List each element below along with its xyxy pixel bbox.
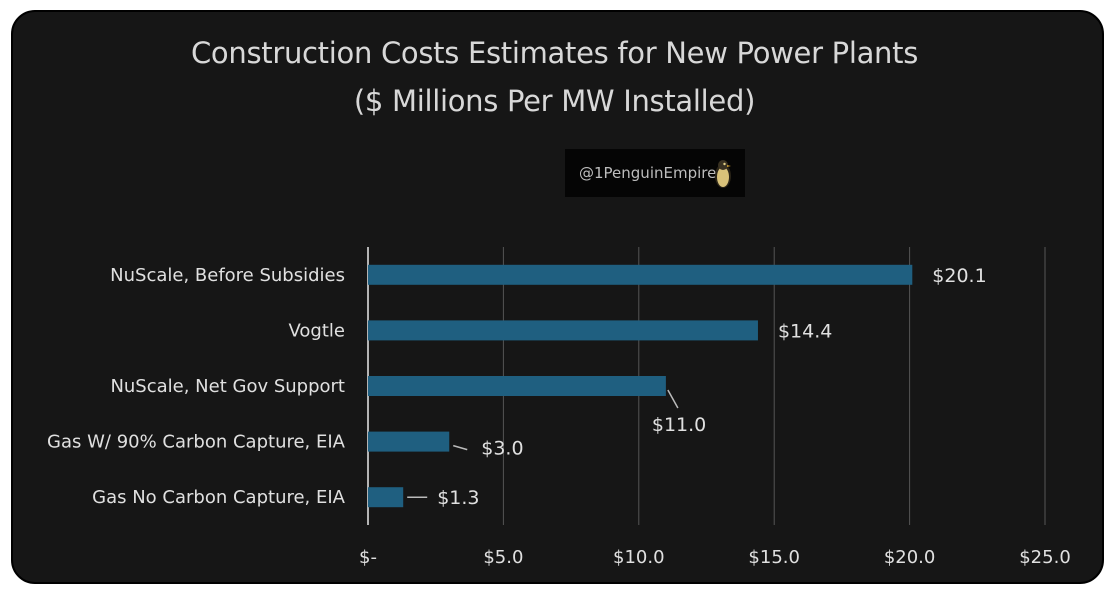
bar <box>368 264 913 285</box>
x-tick-label: $15.0 <box>748 547 800 568</box>
category-label: Gas No Carbon Capture, EIA <box>92 487 346 508</box>
category-label: NuScale, Before Subsidies <box>110 265 345 286</box>
bar <box>368 320 758 341</box>
data-label: $20.1 <box>932 265 986 287</box>
x-tick-label: $25.0 <box>1019 547 1071 568</box>
chart-title: Construction Costs Estimates for New Pow… <box>190 36 919 70</box>
bar <box>368 376 666 396</box>
watermark-text: @1PenguinEmpire <box>579 164 717 182</box>
penguin-icon <box>715 160 731 188</box>
leader-lines <box>407 389 679 498</box>
data-labels: $20.1 $14.4 $11.0 $3.0 $1.3 <box>437 265 987 509</box>
chart-card <box>11 10 1104 584</box>
chart-subtitle: ($ Millions Per MW Installed) <box>353 84 756 118</box>
category-labels: NuScale, Before Subsidies Vogtle NuScale, … <box>47 265 346 508</box>
category-label: NuScale, Net Gov Support <box>110 376 345 397</box>
data-label: $11.0 <box>652 414 706 436</box>
category-label: Gas W/ 90% Carbon Capture, EIA <box>47 432 346 453</box>
x-axis-tick-labels: $- $5.0 $10.0 $15.0 $20.0 $25.0 <box>359 547 1071 568</box>
bars <box>368 264 913 508</box>
bar <box>368 487 404 508</box>
bar <box>368 431 450 452</box>
leader-line <box>667 389 679 409</box>
data-label: $1.3 <box>437 487 479 509</box>
data-label: $3.0 <box>481 438 523 460</box>
x-tick-label: $10.0 <box>613 547 665 568</box>
x-tick-label: $5.0 <box>483 547 523 568</box>
x-tick-label: $- <box>359 547 377 568</box>
leader-line <box>453 444 468 451</box>
watermark: @1PenguinEmpire <box>565 149 745 197</box>
data-label: $14.4 <box>778 320 832 342</box>
x-tick-label: $20.0 <box>884 547 936 568</box>
category-label: Vogtle <box>289 320 346 341</box>
